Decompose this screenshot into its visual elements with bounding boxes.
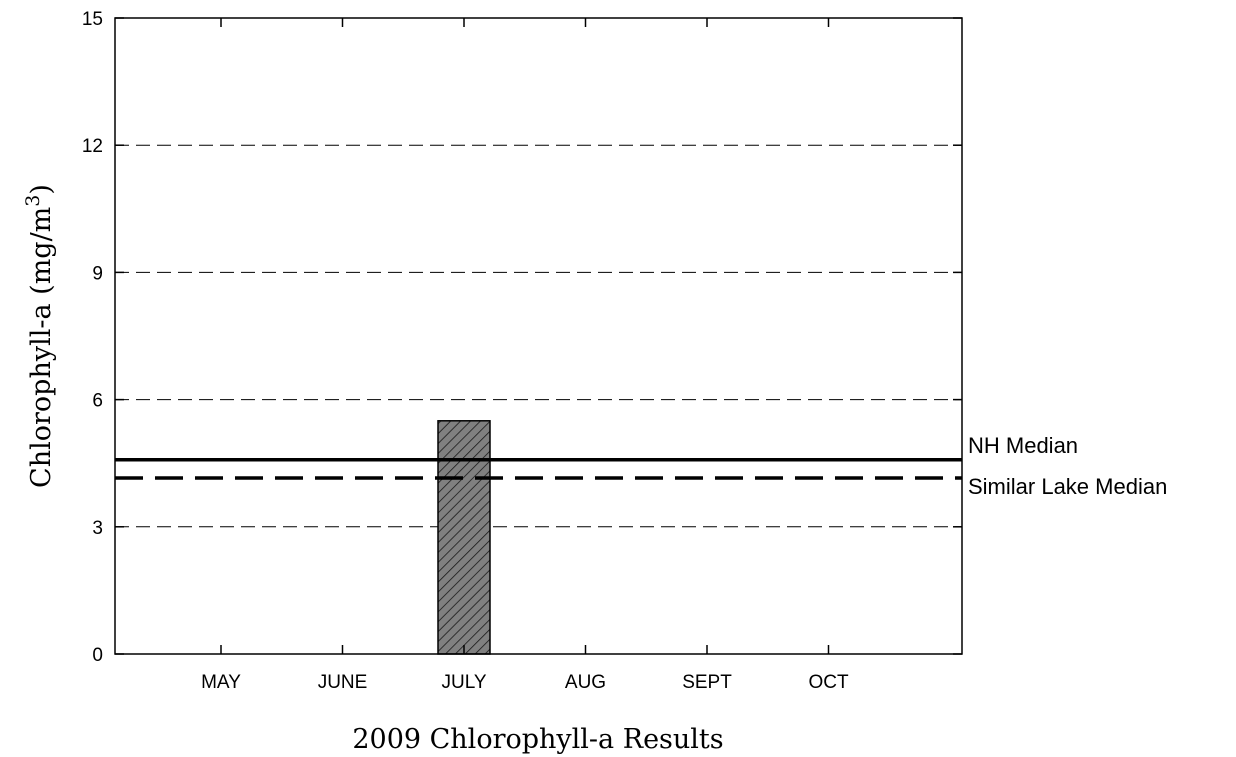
y-tick-label: 9 <box>92 263 103 284</box>
y-axis-ticks: 0 3 6 9 12 15 <box>82 9 103 666</box>
x-tick-label: MAY <box>201 672 241 693</box>
x-tick-label: SEPT <box>682 672 732 693</box>
grid-lines <box>115 144 962 528</box>
y-tick-label: 0 <box>92 645 103 666</box>
y-tick-label: 15 <box>82 9 103 30</box>
x-tick-label: JUNE <box>318 672 368 693</box>
plot-frame <box>114 17 963 655</box>
nh-median-label: NH Median <box>968 433 1078 458</box>
axis-ticks <box>115 17 962 655</box>
y-axis-title-close: ) <box>26 184 57 195</box>
x-axis-title: 2009 Chlorophyll-a Results <box>352 724 723 755</box>
x-tick-label: OCT <box>808 672 849 693</box>
x-axis-ticks: MAY JUNE JULY AUG SEPT OCT <box>201 672 849 693</box>
y-axis-title-main: Chlorophyll-a (mg/m <box>26 207 57 488</box>
x-tick-label: AUG <box>565 672 606 693</box>
y-tick-label: 3 <box>92 518 103 539</box>
y-axis-title-superscript: 3 <box>22 195 44 207</box>
x-tick-label: JULY <box>441 672 486 693</box>
y-axis-title: Chlorophyll-a (mg/m3) <box>22 184 57 488</box>
y-tick-label: 6 <box>92 391 103 412</box>
similar-lake-median-label: Similar Lake Median <box>968 474 1167 499</box>
reference-lines <box>115 458 962 480</box>
bar-july <box>437 420 491 655</box>
reference-line-labels: NH Median Similar Lake Median <box>968 433 1167 499</box>
bars <box>437 420 491 655</box>
y-tick-label: 12 <box>82 136 103 157</box>
